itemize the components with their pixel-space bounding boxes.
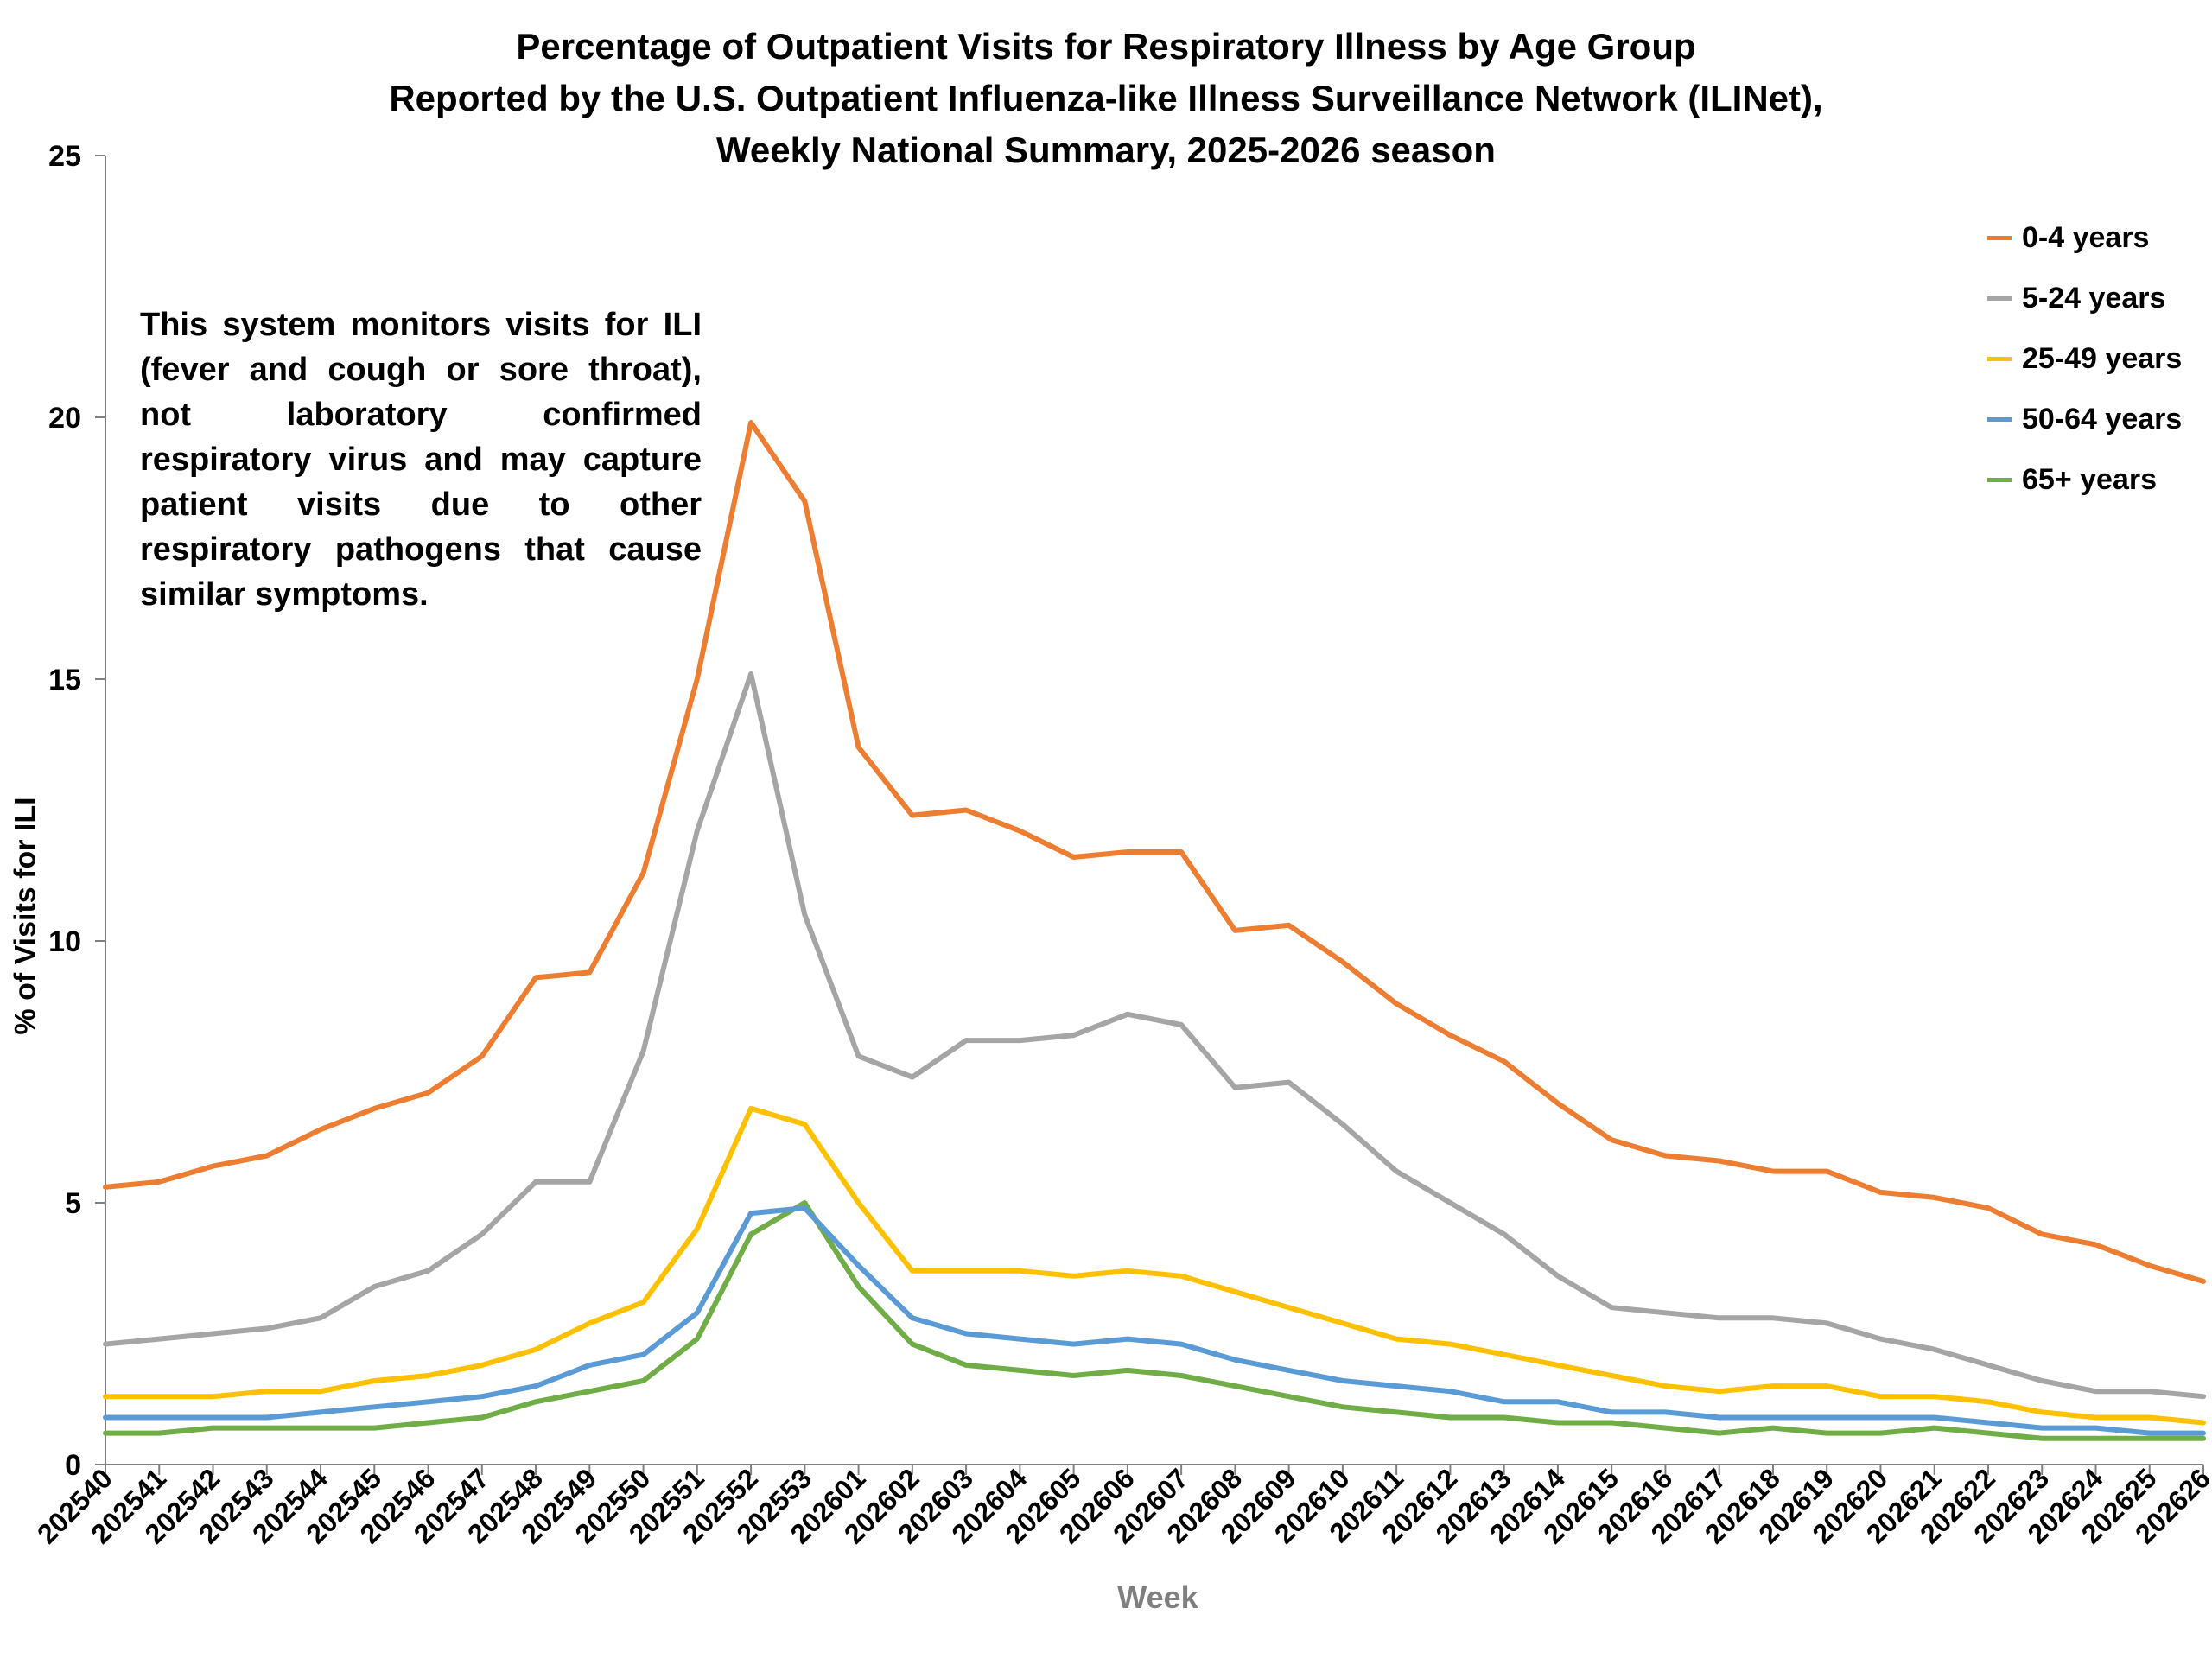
legend-item: 5-24 years — [1987, 268, 2182, 328]
legend-item: 50-64 years — [1987, 389, 2182, 449]
chart-legend: 0-4 years 5-24 years 25-49 years 50-64 year… — [1987, 207, 2182, 510]
y-tick-label: 20 — [48, 402, 81, 435]
legend-swatch — [1987, 356, 2012, 361]
legend-swatch — [1987, 477, 2012, 482]
chart-title: Percentage of Outpatient Visits for Resp… — [0, 21, 2212, 176]
chart-title-line-2: Reported by the U.S. Outpatient Influenz… — [389, 78, 1823, 118]
y-tick-label: 10 — [48, 925, 81, 958]
series-line-0-4-years — [103, 420, 2206, 1284]
legend-label: 50-64 years — [2022, 402, 2183, 435]
y-tick-label: 25 — [48, 140, 81, 173]
legend-label: 65+ years — [2022, 462, 2157, 496]
legend-swatch — [1987, 235, 2012, 240]
legend-swatch — [1987, 416, 2012, 422]
series-line-50-64-years — [103, 1205, 2206, 1436]
series-line-25-49-years — [103, 1105, 2206, 1426]
y-tick-label: 15 — [48, 664, 81, 696]
chart-axes — [95, 155, 2204, 1475]
legend-item: 0-4 years — [1987, 207, 2182, 268]
y-tick-label: 0 — [65, 1449, 81, 1482]
series-line-5-24-years — [103, 671, 2206, 1400]
legend-label: 5-24 years — [2022, 281, 2166, 315]
chart-title-line-1: Percentage of Outpatient Visits for Resp… — [516, 26, 1696, 67]
legend-swatch — [1987, 296, 2012, 301]
chart-annotation: This system monitors visits for ILI (fev… — [140, 307, 702, 613]
y-tick-label: 5 — [65, 1187, 81, 1220]
series-line-65-years — [103, 1200, 2206, 1441]
legend-item: 65+ years — [1987, 449, 2182, 510]
legend-item: 25-49 years — [1987, 328, 2182, 389]
legend-label: 0-4 years — [2022, 220, 2150, 254]
legend-label: 25-49 years — [2022, 341, 2183, 375]
chart-series-lines — [103, 420, 2206, 1441]
chart-title-line-3: Weekly National Summary, 2025-2026 seaso… — [716, 130, 1496, 170]
y-axis-label: % of Visits for ILI — [9, 797, 42, 1035]
x-axis-label: Week — [1117, 1580, 1198, 1615]
